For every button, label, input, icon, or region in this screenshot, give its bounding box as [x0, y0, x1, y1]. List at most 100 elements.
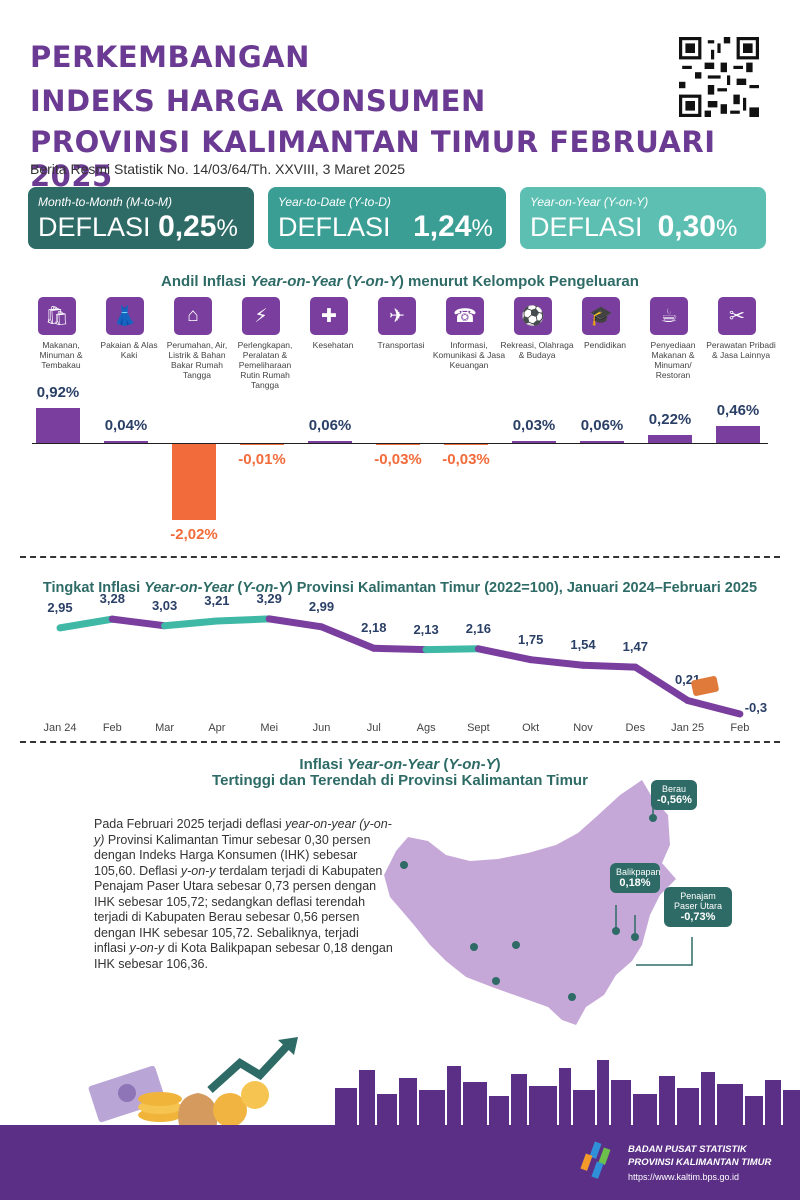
line-segment: [213, 615, 273, 625]
bar: [376, 443, 420, 445]
card-word: DEFLASI: [38, 212, 151, 242]
line-segment: [318, 623, 378, 652]
tag-penajam-paser-utara: Penajam Paser Utara -0,73%: [664, 887, 732, 927]
card-value: 1,24: [413, 210, 472, 243]
bps-logo[interactable]: [578, 1140, 622, 1184]
smartphone-icon: ☎: [446, 297, 484, 335]
category-label: Makanan, Minuman & Tembakau: [39, 340, 83, 370]
section1-title: Andil Inflasi Year-on-Year (Y-on-Y) menu…: [161, 273, 639, 290]
x-tick-label: Feb: [730, 722, 750, 734]
football-icon: ⚽: [514, 297, 552, 335]
x-tick-label: Mei: [260, 722, 279, 734]
card-year-on-year: Year-on-Year (Y-on-Y) DEFLASI 0,30%: [520, 187, 766, 249]
category-label: Rekreasi, Olahraga & Budaya: [500, 340, 574, 360]
bar-value-label: 0,92%: [36, 384, 80, 402]
summary-paragraph: Pada Februari 2025 terjadi deflasi year-…: [94, 817, 393, 971]
bar-value-label: -0,03%: [374, 451, 422, 468]
city-skyline: [335, 1060, 800, 1126]
line-segment: [108, 615, 169, 630]
province-shape: [384, 780, 676, 1025]
line-segment: [265, 615, 325, 631]
first-aid-icon: ✚: [310, 297, 348, 335]
point-value-label: 1,47: [622, 639, 648, 655]
point-value-label: 3,21: [204, 592, 230, 608]
line-segment: [631, 663, 692, 704]
x-tick-label: Okt: [522, 722, 540, 734]
section3-subtitle: Tertinggi dan Terendah di Provinsi Kalim…: [212, 772, 588, 789]
x-tick-label: Ags: [416, 722, 436, 734]
subtitle: Berita Resmi Statistik No. 14/03/64/Th. …: [30, 161, 406, 177]
bar: [104, 441, 148, 443]
card-month-to-month: Month-to-Month (M-to-M) DEFLASI 0,25%: [28, 187, 254, 249]
category-label: Perlengkapan, Peralatan & Pemeliharaan R…: [237, 340, 293, 390]
x-tick-label: Nov: [573, 722, 593, 734]
section3-title: Inflasi Year-on-Year (Y-on-Y): [299, 756, 501, 773]
plug-icon: ⚡: [242, 297, 280, 335]
bar-value-label: 0,22%: [648, 410, 692, 428]
category-label: Informasi, Komunikasi & Jasa Keuangan: [432, 340, 506, 370]
point-value-label: 1,54: [570, 637, 596, 653]
bar-value-label: 0,06%: [580, 416, 624, 434]
bar: [172, 443, 216, 520]
card-value: 0,25: [158, 210, 217, 243]
bar: [716, 425, 760, 443]
bar-value-label: 0,03%: [512, 417, 556, 434]
bar-value-label: -0,01%: [238, 451, 286, 468]
bar: [648, 434, 692, 443]
card-label: Year-to-Date (Y-to-D): [278, 195, 391, 209]
airplane-icon: ✈: [378, 297, 416, 335]
graduation-cap-icon: 🎓: [582, 297, 620, 335]
bar-value-label: 0,46%: [716, 401, 760, 419]
bar: [36, 408, 80, 443]
section-divider: [20, 741, 780, 743]
website-link[interactable]: https://www.kaltim.bps.go.id: [628, 1172, 740, 1182]
x-tick-label: Jan 24: [43, 722, 77, 734]
point-value-label: -0,3: [744, 700, 768, 715]
point-value-label: 2,18: [361, 620, 387, 636]
point-value-label: 2,13: [413, 621, 439, 637]
point-value-label: 2,16: [465, 620, 492, 636]
card-word: DEFLASI: [530, 212, 643, 242]
org-name-line2: PROVINSI KALIMANTAN TIMUR: [628, 1157, 772, 1168]
qr-code[interactable]: [679, 37, 759, 117]
point-value-label: 3,03: [151, 597, 178, 613]
x-tick-label: Jan 25: [671, 722, 705, 734]
title-line-1: PERKEMBANGAN: [30, 40, 310, 74]
money-illustration: [88, 1037, 298, 1130]
card-percent: %: [715, 215, 738, 242]
line-segment: [422, 645, 482, 654]
line-segment: [474, 645, 535, 664]
card-word: DEFLASI: [278, 212, 391, 242]
category-label: Pakaian & Alas Kaki: [100, 340, 158, 360]
bar: [444, 443, 488, 445]
x-tick-label: Jun: [312, 722, 331, 734]
bar-value-label: 0,06%: [308, 416, 352, 434]
bar-chart-baseline: [32, 443, 768, 444]
tag-berau: Berau -0,56%: [651, 780, 697, 810]
category-label: Perumahan, Air, Listrik & Bahan Bakar Ru…: [166, 340, 228, 380]
org-name-line1: BADAN PUSAT STATISTIK: [628, 1144, 747, 1155]
kaltim-map: [384, 780, 693, 1025]
point-value-label: 2,99: [308, 598, 335, 614]
category-label: Transportasi: [377, 340, 425, 350]
card-value: 0,30: [657, 210, 716, 243]
scissors-comb-icon: ✂: [718, 297, 756, 335]
bar: [308, 440, 352, 443]
card-percent: %: [216, 215, 238, 242]
card-percent: %: [471, 215, 493, 242]
bar: [240, 443, 284, 445]
line-segment: [56, 615, 116, 632]
category-label: Perawatan Pribadi & Jasa Lainnya: [706, 340, 776, 360]
x-tick-label: Sept: [467, 722, 490, 734]
card-label: Year-on-Year (Y-on-Y): [530, 195, 649, 209]
line-segment: [579, 661, 639, 671]
point-value-label: 1,75: [518, 631, 544, 647]
point-value-label: 3,29: [256, 590, 282, 606]
title-line-2: INDEKS HARGA KONSUMEN: [30, 84, 486, 118]
section-divider: [20, 556, 780, 558]
section2-title: Tingkat Inflasi Year-on-Year (Y-on-Y) Pr…: [42, 580, 758, 596]
bar-value-label: -0,03%: [442, 451, 490, 468]
point-value-label: 2,95: [47, 599, 73, 615]
category-label: Pendidikan: [583, 340, 627, 350]
